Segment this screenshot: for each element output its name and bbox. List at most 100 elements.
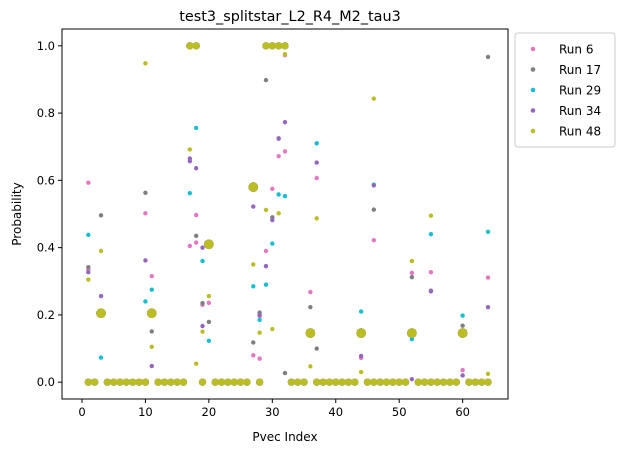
- data-point: [268, 42, 276, 50]
- data-point: [143, 258, 148, 263]
- data-point: [167, 378, 175, 386]
- data-point: [251, 340, 256, 345]
- points-layer: [84, 42, 492, 386]
- data-point: [86, 277, 91, 282]
- data-point: [409, 376, 415, 382]
- data-point: [371, 183, 377, 188]
- data-point: [179, 378, 188, 386]
- data-point: [457, 328, 468, 338]
- data-point: [86, 232, 91, 238]
- data-point: [276, 153, 281, 159]
- data-point: [308, 304, 313, 310]
- data-point: [485, 275, 491, 280]
- data-point: [251, 353, 256, 358]
- data-point: [270, 326, 275, 332]
- data-point: [314, 160, 319, 165]
- data-point: [314, 141, 319, 146]
- data-point: [146, 308, 157, 319]
- data-point: [376, 378, 384, 386]
- data-point: [149, 344, 154, 350]
- data-point: [110, 378, 118, 386]
- x-tick-label: 0: [78, 405, 85, 419]
- data-point: [262, 42, 270, 50]
- data-point: [206, 319, 212, 325]
- data-point: [389, 378, 397, 386]
- y-tick-label: 0.2: [37, 308, 55, 322]
- data-point: [256, 378, 264, 386]
- data-point: [141, 378, 150, 386]
- data-point: [395, 378, 403, 386]
- legend-marker: [530, 46, 536, 52]
- x-tick-label: 60: [455, 405, 470, 419]
- y-axis-ticks: 0.0 0.2 0.4 0.6 0.8 1.0: [37, 39, 62, 389]
- data-point: [452, 378, 460, 386]
- data-point: [428, 213, 434, 218]
- y-tick-label: 0.6: [37, 173, 55, 187]
- data-point: [98, 355, 104, 360]
- x-tick-label: 30: [265, 405, 280, 419]
- x-tick-label: 40: [328, 405, 343, 419]
- data-point: [116, 378, 124, 386]
- data-point: [211, 378, 219, 386]
- data-point: [257, 330, 262, 335]
- data-point: [149, 287, 154, 292]
- data-point: [193, 233, 199, 239]
- data-point: [206, 293, 212, 299]
- data-point: [282, 149, 288, 154]
- data-point: [143, 61, 148, 66]
- data-point: [358, 369, 364, 375]
- data-point: [149, 274, 154, 279]
- data-point: [356, 328, 366, 338]
- data-point: [200, 329, 205, 334]
- y-tick-label: 1.0: [37, 39, 55, 53]
- data-point: [428, 231, 434, 237]
- data-point: [143, 190, 148, 196]
- data-point: [460, 323, 465, 328]
- data-point: [382, 378, 391, 386]
- data-point: [103, 378, 111, 386]
- legend-entry-label: Run 29: [559, 84, 601, 98]
- data-point: [313, 378, 321, 386]
- plot-area-frame: [61, 28, 509, 400]
- chart-title: test3_splitstar_L2_R4_M2_tau3: [179, 9, 401, 25]
- data-point: [187, 147, 193, 152]
- data-point: [236, 378, 245, 386]
- data-point: [370, 378, 378, 386]
- data-point: [270, 241, 275, 246]
- data-point: [294, 378, 302, 386]
- data-point: [187, 158, 193, 164]
- data-point: [193, 212, 199, 218]
- legend-marker: [530, 128, 536, 134]
- data-point: [282, 193, 288, 199]
- data-point: [314, 175, 319, 181]
- data-point: [414, 378, 422, 386]
- data-point: [200, 245, 205, 250]
- legend-marker: [530, 108, 536, 113]
- data-point: [371, 96, 377, 101]
- data-point: [230, 378, 238, 386]
- data-point: [282, 119, 288, 125]
- data-point: [440, 378, 448, 386]
- data-point: [276, 192, 281, 197]
- legend-entry-label: Run 6: [559, 43, 593, 57]
- x-tick-label: 10: [138, 405, 153, 419]
- data-point: [263, 248, 269, 254]
- data-point: [409, 270, 415, 276]
- data-point: [263, 282, 269, 287]
- data-point: [460, 313, 465, 318]
- data-point: [263, 77, 269, 83]
- x-tick-label: 20: [202, 405, 217, 419]
- data-point: [485, 304, 491, 310]
- x-axis-label: Pvec Index: [252, 430, 317, 444]
- data-point: [485, 371, 491, 376]
- data-point: [257, 356, 262, 361]
- data-point: [84, 378, 92, 386]
- data-point: [122, 378, 130, 386]
- legend-entry-label: Run 34: [559, 104, 601, 118]
- data-point: [308, 364, 313, 369]
- data-point: [270, 217, 275, 223]
- data-point: [193, 361, 199, 366]
- data-point: [98, 248, 104, 254]
- data-point: [248, 182, 259, 192]
- x-axis-ticks: 0 10 20 30 40 50 60: [78, 399, 470, 419]
